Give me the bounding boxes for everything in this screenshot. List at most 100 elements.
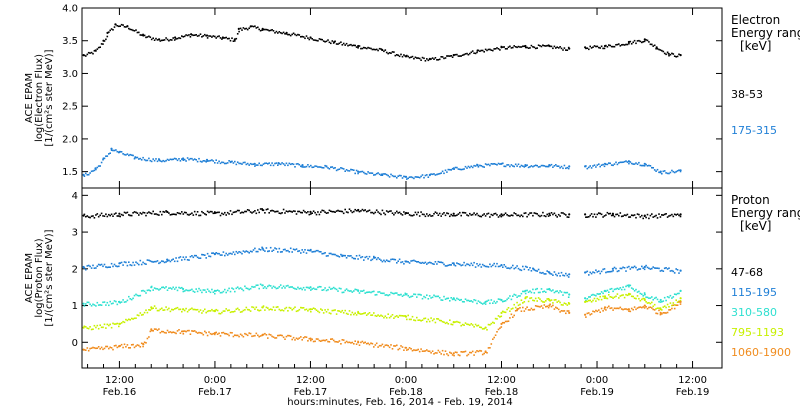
series-point bbox=[627, 40, 631, 44]
data-point bbox=[457, 263, 460, 265]
data-point bbox=[398, 314, 401, 317]
data-point bbox=[206, 160, 209, 162]
data-point bbox=[413, 293, 415, 295]
data-point bbox=[291, 211, 293, 213]
data-point bbox=[257, 164, 259, 166]
data-point bbox=[304, 309, 306, 311]
data-point bbox=[145, 159, 147, 162]
data-point bbox=[546, 44, 548, 47]
data-point bbox=[537, 268, 540, 271]
data-point bbox=[281, 212, 283, 214]
data-point bbox=[416, 261, 418, 263]
data-point bbox=[661, 49, 663, 52]
data-point bbox=[162, 260, 164, 263]
data-point bbox=[85, 172, 87, 175]
data-point bbox=[353, 343, 355, 345]
data-point bbox=[255, 164, 258, 166]
data-point bbox=[589, 165, 591, 167]
data-point bbox=[264, 309, 266, 311]
data-point bbox=[536, 164, 538, 167]
data-point bbox=[373, 212, 375, 215]
data-point bbox=[371, 342, 374, 345]
data-point bbox=[109, 323, 111, 326]
data-point bbox=[673, 55, 676, 57]
data-point bbox=[663, 170, 666, 172]
data-point bbox=[315, 39, 318, 42]
data-point bbox=[527, 300, 530, 303]
data-point bbox=[159, 40, 162, 42]
data-point bbox=[652, 216, 654, 218]
data-point bbox=[222, 251, 225, 253]
data-point bbox=[315, 213, 318, 216]
data-point bbox=[486, 213, 488, 215]
data-point bbox=[374, 173, 377, 176]
data-point bbox=[588, 166, 590, 169]
data-point bbox=[103, 323, 106, 326]
data-point bbox=[641, 214, 643, 217]
data-point bbox=[175, 158, 177, 160]
series-175-315 bbox=[82, 147, 682, 180]
data-point bbox=[423, 350, 425, 352]
data-point bbox=[130, 344, 133, 346]
data-point bbox=[562, 294, 564, 296]
data-point bbox=[598, 163, 600, 165]
data-point bbox=[639, 299, 642, 302]
data-point bbox=[410, 318, 412, 321]
data-point bbox=[556, 274, 558, 277]
data-point bbox=[499, 327, 501, 329]
data-point bbox=[414, 211, 417, 214]
data-point bbox=[173, 39, 176, 41]
data-point bbox=[440, 319, 442, 322]
data-point bbox=[212, 35, 215, 37]
data-point bbox=[510, 308, 513, 310]
data-point bbox=[610, 287, 613, 290]
data-point bbox=[626, 43, 629, 46]
data-point bbox=[598, 212, 600, 214]
data-point bbox=[277, 334, 279, 337]
data-point bbox=[122, 24, 124, 26]
data-point bbox=[219, 254, 222, 256]
data-point bbox=[365, 291, 368, 294]
data-point bbox=[298, 337, 301, 339]
data-point bbox=[238, 251, 240, 253]
data-point bbox=[393, 51, 395, 53]
data-point bbox=[255, 284, 258, 287]
data-point bbox=[279, 334, 282, 336]
data-point bbox=[161, 160, 163, 163]
data-point bbox=[232, 335, 235, 338]
data-point bbox=[649, 268, 652, 270]
data-point bbox=[678, 272, 680, 274]
data-point bbox=[365, 342, 368, 345]
data-point bbox=[282, 163, 285, 165]
series-point bbox=[643, 265, 646, 269]
data-point bbox=[381, 292, 384, 295]
data-point bbox=[434, 352, 437, 354]
series-point bbox=[627, 284, 631, 287]
data-point bbox=[169, 331, 172, 333]
data-point bbox=[169, 287, 172, 289]
series-point bbox=[643, 38, 646, 41]
legend-title: [keV] bbox=[740, 39, 771, 53]
data-point bbox=[239, 27, 242, 30]
data-point bbox=[547, 306, 550, 309]
data-point bbox=[497, 315, 500, 317]
data-point bbox=[537, 214, 540, 217]
data-point bbox=[242, 250, 245, 252]
data-point bbox=[301, 288, 303, 291]
data-point bbox=[380, 314, 382, 317]
data-point bbox=[179, 308, 182, 311]
data-point bbox=[490, 265, 493, 268]
data-point bbox=[231, 253, 233, 255]
data-point bbox=[272, 249, 275, 251]
data-point bbox=[428, 320, 431, 323]
data-point bbox=[315, 338, 318, 340]
data-point bbox=[436, 352, 438, 354]
data-point bbox=[463, 53, 465, 56]
data-point bbox=[106, 301, 109, 304]
data-point bbox=[321, 309, 323, 311]
data-point bbox=[109, 346, 111, 349]
data-point bbox=[234, 290, 236, 293]
data-point bbox=[540, 288, 543, 290]
data-point bbox=[658, 48, 660, 51]
data-point bbox=[401, 214, 404, 216]
